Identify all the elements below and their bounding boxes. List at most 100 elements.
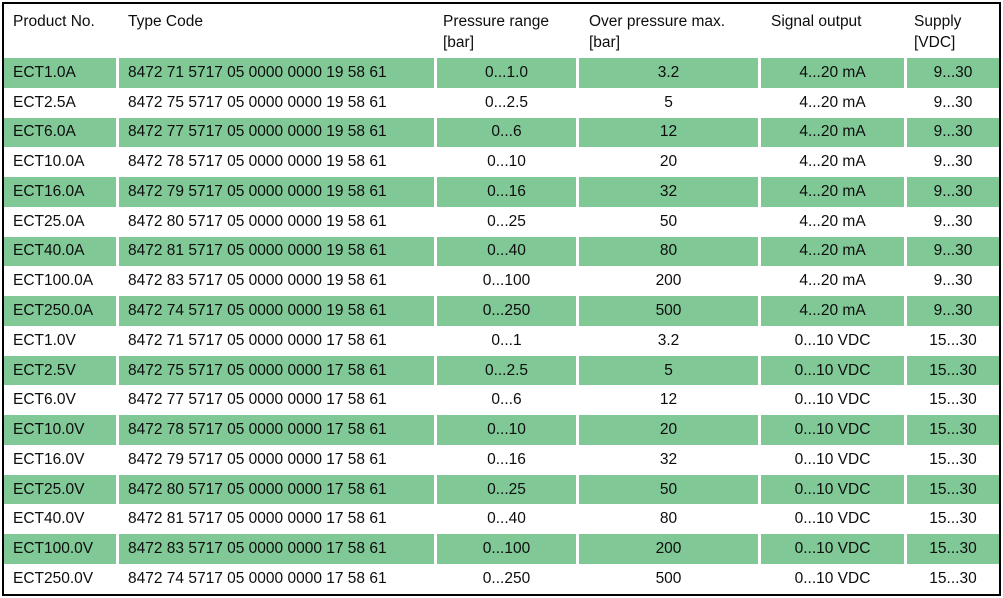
cell-product-no: ECT16.0V (13, 450, 85, 468)
cell-over-pressure-max: 32 (576, 177, 758, 207)
cell-supply: 9...30 (904, 58, 999, 88)
cell-product-no: ECT100.0A (13, 272, 94, 290)
table-row: ECT16.0V 8472 79 5717 05 0000 0000 17 58… (4, 444, 999, 475)
cell-type-code: 8472 83 5717 05 0000 0000 19 58 61 (116, 266, 434, 297)
cell-over-pressure-max: 12 (576, 385, 758, 416)
cell-supply: 15...30 (904, 504, 999, 535)
cell-supply: 15...30 (904, 534, 999, 565)
cell-product-no: ECT2.5V (4, 355, 116, 386)
cell-pressure-range: 0...6 (434, 385, 576, 416)
cell-product-no: ECT10.0A (13, 153, 85, 171)
cell-over-pressure-max: 5 (576, 87, 758, 118)
cell-type-code: 8472 79 5717 05 0000 0000 17 58 61 (116, 444, 434, 475)
cell-signal-output: 0...10 VDC (758, 415, 904, 445)
col-header-label: Product No. (13, 13, 95, 30)
cell-product-no: ECT1.0A (4, 58, 116, 88)
cell-pressure-range: 0...1.0 (434, 58, 576, 88)
col-header-signal-output: Signal output (758, 4, 904, 58)
cell-pressure-range: 0...250 (434, 296, 576, 326)
cell-supply: 9...30 (904, 266, 999, 297)
cell-supply: 9...30 (904, 206, 999, 237)
col-header-label: Supply (914, 13, 962, 30)
cell-signal-output: 0...10 VDC (758, 504, 904, 535)
cell-supply: 15...30 (904, 385, 999, 416)
col-header-supply: Supply [VDC] (904, 4, 999, 58)
cell-signal-output: 4...20 mA (758, 177, 904, 207)
cell-over-pressure-max: 500 (576, 564, 758, 594)
cell-supply: 15...30 (904, 325, 999, 356)
cell-type-code: 8472 78 5717 05 0000 0000 19 58 61 (116, 147, 434, 178)
cell-product-no: ECT2.5A (13, 93, 76, 111)
table-row: ECT2.5A 8472 75 5717 05 0000 0000 19 58 … (4, 87, 999, 118)
cell-over-pressure-max: 3.2 (576, 58, 758, 88)
cell-over-pressure-max: 32 (576, 444, 758, 475)
cell-over-pressure-max: 20 (576, 147, 758, 178)
cell-over-pressure-max: 80 (576, 504, 758, 535)
cell-signal-output: 4...20 mA (758, 206, 904, 237)
table-row: ECT40.0A 8472 81 5717 05 0000 0000 19 58… (4, 236, 999, 267)
table-row: ECT2.5V 8472 75 5717 05 0000 0000 17 58 … (4, 355, 999, 386)
cell-type-code: 8472 75 5717 05 0000 0000 19 58 61 (116, 87, 434, 118)
cell-signal-output: 0...10 VDC (758, 385, 904, 416)
cell-signal-output: 0...10 VDC (758, 325, 904, 356)
cell-over-pressure-max: 50 (576, 206, 758, 237)
col-header-label: Over pressure max. (589, 13, 726, 30)
cell-signal-output: 0...10 VDC (758, 564, 904, 594)
col-header-product-no: Product No. (4, 4, 116, 58)
col-header-label: Signal output (771, 13, 862, 30)
header-row: Product No. Type Code Pressure range [ba… (4, 4, 999, 58)
cell-signal-output: 0...10 VDC (758, 444, 904, 475)
cell-supply: 15...30 (904, 564, 999, 594)
cell-supply: 9...30 (904, 117, 999, 148)
cell-product-no: ECT100.0V (4, 534, 116, 565)
table-body: ECT1.0A 8472 71 5717 05 0000 0000 19 58 … (4, 58, 999, 594)
cell-type-code: 8472 78 5717 05 0000 0000 17 58 61 (116, 415, 434, 445)
cell-product-no: ECT25.0A (13, 212, 85, 230)
cell-pressure-range: 0...40 (434, 236, 576, 267)
cell-product-no: ECT6.0V (13, 391, 76, 409)
cell-signal-output: 0...10 VDC (758, 534, 904, 565)
cell-type-code: 8472 77 5717 05 0000 0000 17 58 61 (116, 385, 434, 416)
cell-product-no: ECT6.0A (4, 117, 116, 148)
col-header-over-pressure-max: Over pressure max. [bar] (576, 4, 758, 58)
cell-signal-output: 4...20 mA (758, 117, 904, 148)
cell-over-pressure-max: 80 (576, 236, 758, 267)
cell-signal-output: 4...20 mA (758, 58, 904, 88)
cell-signal-output: 0...10 VDC (758, 474, 904, 505)
cell-supply: 15...30 (904, 355, 999, 386)
table-row: ECT16.0A 8472 79 5717 05 0000 0000 19 58… (4, 177, 999, 207)
cell-supply: 9...30 (904, 177, 999, 207)
cell-over-pressure-max: 50 (576, 474, 758, 505)
cell-product-no: ECT10.0V (4, 415, 116, 445)
cell-supply: 15...30 (904, 444, 999, 475)
table-row: ECT100.0A 8472 83 5717 05 0000 0000 19 5… (4, 266, 999, 297)
cell-product-no: ECT40.0V (13, 510, 85, 528)
cell-pressure-range: 0...2.5 (434, 355, 576, 386)
cell-type-code: 8472 81 5717 05 0000 0000 17 58 61 (116, 504, 434, 535)
cell-type-code: 8472 74 5717 05 0000 0000 17 58 61 (116, 564, 434, 594)
col-header-unit: [bar] (443, 34, 475, 51)
cell-pressure-range: 0...25 (434, 474, 576, 505)
cell-over-pressure-max: 5 (576, 355, 758, 386)
cell-signal-output: 4...20 mA (758, 236, 904, 267)
cell-pressure-range: 0...16 (434, 444, 576, 475)
table-row: ECT6.0V 8472 77 5717 05 0000 0000 17 58 … (4, 385, 999, 416)
cell-type-code: 8472 79 5717 05 0000 0000 19 58 61 (116, 177, 434, 207)
cell-product-no: ECT250.0V (13, 569, 94, 587)
cell-pressure-range: 0...2.5 (434, 87, 576, 118)
cell-supply: 9...30 (904, 236, 999, 267)
cell-supply: 15...30 (904, 415, 999, 445)
cell-over-pressure-max: 200 (576, 266, 758, 297)
col-header-unit: [bar] (589, 34, 621, 51)
cell-pressure-range: 0...250 (434, 564, 576, 594)
cell-product-no: ECT1.0V (13, 331, 76, 349)
table-row: ECT1.0A 8472 71 5717 05 0000 0000 19 58 … (4, 58, 999, 88)
cell-signal-output: 0...10 VDC (758, 355, 904, 386)
cell-over-pressure-max: 3.2 (576, 325, 758, 356)
col-header-label: Pressure range (443, 13, 549, 30)
cell-over-pressure-max: 200 (576, 534, 758, 565)
cell-type-code: 8472 80 5717 05 0000 0000 17 58 61 (116, 474, 434, 505)
cell-pressure-range: 0...16 (434, 177, 576, 207)
table-row: ECT25.0V 8472 80 5717 05 0000 0000 17 58… (4, 474, 999, 505)
